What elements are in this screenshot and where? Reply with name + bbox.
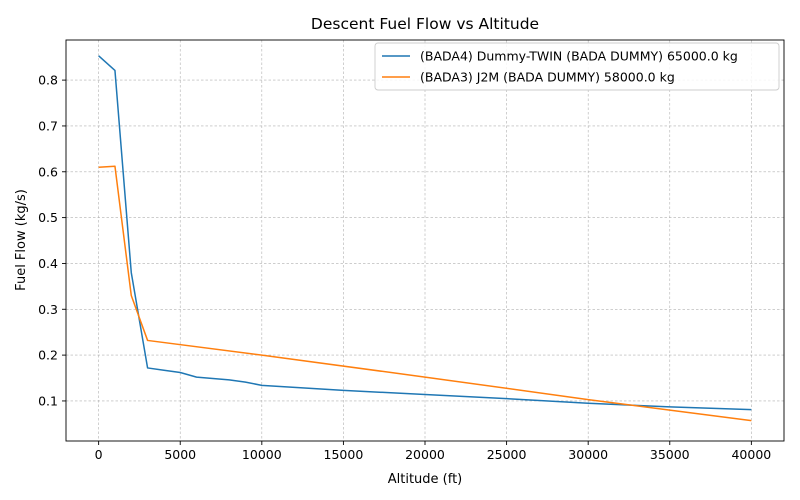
x-tick-label: 30000	[568, 447, 608, 462]
y-tick-label: 0.4	[38, 256, 58, 271]
x-tick-label: 25000	[487, 447, 527, 462]
legend-label-bada4: (BADA4) Dummy-TWIN (BADA DUMMY) 65000.0 …	[420, 49, 738, 64]
y-tick-label: 0.3	[38, 302, 58, 317]
series-lines	[98, 55, 752, 422]
grid	[66, 40, 784, 441]
y-tick-label: 0.5	[38, 210, 58, 225]
x-tick-label: 35000	[650, 447, 690, 462]
y-tick-label: 0.8	[38, 73, 58, 88]
x-tick-label: 10000	[242, 447, 282, 462]
x-axis: 0 5000 10000 15000 20000 25000 30000 35000 40000	[95, 441, 771, 462]
y-tick-label: 0.1	[38, 393, 58, 408]
series-line-bada4	[98, 55, 752, 411]
y-axis-label: Fuel Flow (kg/s)	[14, 189, 29, 291]
x-axis-label: Altitude (ft)	[388, 472, 463, 487]
y-axis: 0.1 0.2 0.3 0.4 0.5 0.6 0.7 0.8	[38, 73, 66, 408]
legend-box	[374, 42, 780, 91]
series-line-bada3	[98, 165, 752, 422]
x-tick-label: 5000	[164, 447, 196, 462]
x-tick-label: 0	[95, 447, 103, 462]
y-tick-label: 0.6	[38, 164, 58, 179]
x-tick-label: 20000	[405, 447, 445, 462]
y-tick-label: 0.7	[38, 118, 58, 133]
x-tick-label: 15000	[324, 447, 364, 462]
legend-label-bada3: (BADA3) J2M (BADA DUMMY) 58000.0 kg	[420, 70, 675, 85]
y-tick-label: 0.2	[38, 348, 58, 363]
legend: (BADA4) Dummy-TWIN (BADA DUMMY) 65000.0 …	[374, 42, 780, 91]
chart-title: Descent Fuel Flow vs Altitude	[311, 15, 539, 33]
x-tick-label: 40000	[731, 447, 771, 462]
